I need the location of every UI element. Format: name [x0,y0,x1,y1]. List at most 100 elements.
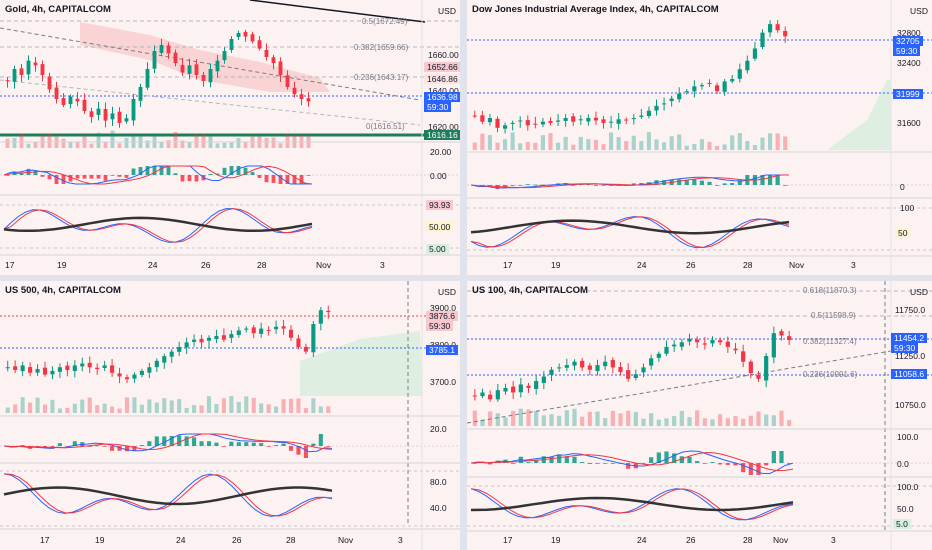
macd-histogram-bar [303,446,308,458]
volume-bar [206,396,212,413]
trend-line [249,0,426,23]
macd-histogram-bar [152,166,157,175]
spx-plot-area[interactable] [0,281,460,550]
candle-body [306,98,311,102]
macd-histogram-bar [722,183,727,185]
candle-body [672,344,677,347]
chart-us500[interactable]: US 500, 4h, CAPITALCOM USD 3900.0 3800.0… [0,281,460,550]
volume-bar [480,419,485,426]
volume-bar [124,397,130,413]
candle-body [518,384,523,393]
dji-plot-area[interactable] [467,0,932,275]
volume-bar [518,143,523,150]
macd-histogram-bar [214,442,219,446]
time-label: 19 [551,535,561,545]
candle-body [541,376,546,384]
volume-bar [187,142,192,148]
macd-histogram-bar [259,443,264,446]
volume-bar [5,138,10,148]
chart-us100[interactable]: US 100, 4h, CAPITALCOM USD 0.618(11870.3… [467,281,932,550]
candle-body [518,120,523,122]
candle-body [699,85,705,87]
chart-dow-jones[interactable]: Dow Jones Industrial Average Index, 4h, … [467,0,932,275]
volume-bar [624,140,629,150]
volume-bar [162,398,167,413]
volume-bar [631,135,636,150]
volume-bar [139,404,144,413]
volume-bar [646,132,652,150]
fib-level-0.618: 0.618(11870.3) [803,286,857,295]
time-label: 3 [380,260,385,270]
candle-body [318,310,323,324]
candle-body [564,365,569,368]
macd-histogram-bar [95,445,100,447]
macd-histogram-bar [5,175,10,176]
volume-bar [495,142,500,150]
volume-bar [244,396,249,413]
volume-bar [110,406,115,413]
time-label: 28 [286,535,296,545]
volume-bar [695,410,700,426]
candle-body [236,33,241,37]
volume-bar [764,414,769,426]
volume-bar [610,410,615,426]
volume-bar [274,406,279,413]
macd-histogram-bar [510,185,515,186]
volume-bar [603,418,608,426]
trend-line [0,79,421,126]
candle-body [26,60,31,75]
chart-title: Gold, 4h, CAPITALCOM [5,4,111,15]
rsi-line [470,219,790,235]
volume-bar [472,410,477,426]
volume-bar [61,138,66,148]
volume-bar [221,398,226,413]
macd-signal-line [470,451,794,472]
candle-body [326,310,331,313]
macd-histogram-bar [292,175,297,184]
volume-bar [80,399,85,413]
volume-bar [68,141,73,148]
volume-bar [47,133,52,148]
volume-bar [285,133,290,148]
candle-body [664,346,669,354]
volume-bar [281,399,286,413]
candle-body [278,61,283,75]
volume-bar [572,408,577,426]
time-label: Nov [773,535,789,545]
gold-plot-area[interactable] [0,0,460,275]
ndx-plot-area[interactable] [467,281,932,550]
macd-histogram-bar [236,166,241,175]
candle-body [194,64,199,75]
volume-bar [639,140,644,150]
macd-line [470,450,794,475]
volume-bar [278,143,283,148]
chart-gold[interactable]: Gold, 4h, CAPITALCOM USD 0.5(1672.49) 0.… [0,0,460,275]
volume-bar [173,132,178,148]
volume-bar [236,401,241,413]
volume-bar [288,398,294,413]
candle-body [488,394,493,400]
stoch-value-tag: 50 [895,228,911,238]
volume-bar [725,418,730,426]
macd-histogram-bar [124,446,130,452]
level-tag: 31999 [893,89,923,99]
volume-bar [767,133,773,150]
volume-bar [616,137,621,150]
candle-body [215,60,220,72]
time-label: 17 [503,260,513,270]
candle-body [110,113,115,120]
macd-histogram-bar [124,175,129,178]
macd-histogram-bar [117,446,122,451]
volume-bar [587,411,592,426]
volume-bar [677,134,682,150]
macd-histogram-bar [664,451,669,463]
time-label: 19 [95,535,105,545]
candle-body [288,329,294,338]
candle-body [714,85,720,92]
candle-body [177,347,182,352]
macd-histogram-bar [487,185,493,186]
volume-bar [50,399,55,413]
volume-bar [502,139,508,150]
macd-histogram-bar [33,170,38,175]
volume-bar [72,403,77,413]
